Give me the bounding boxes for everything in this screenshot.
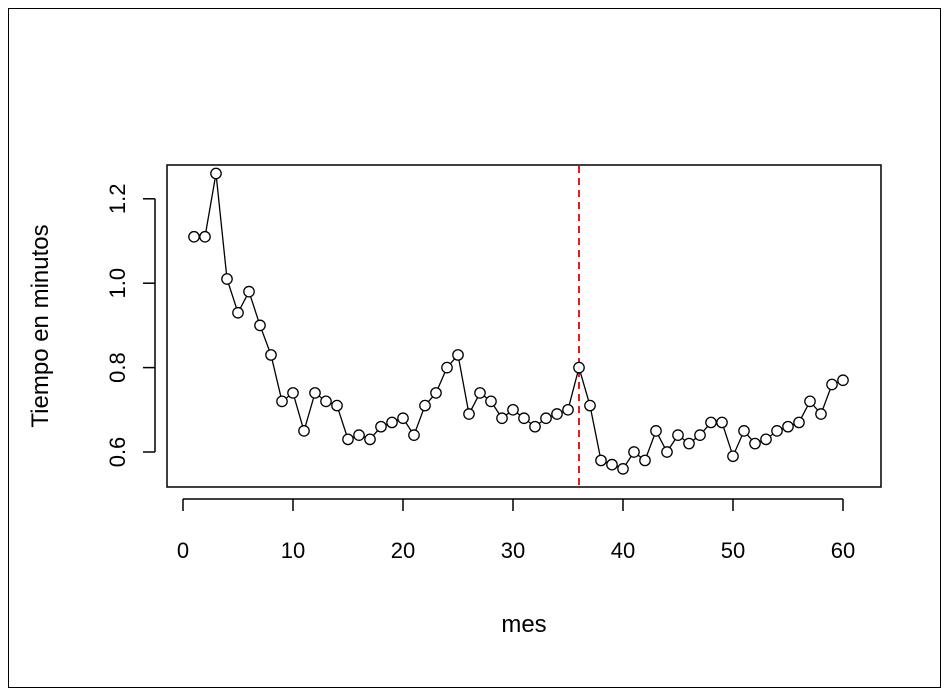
data-point [639, 454, 651, 467]
data-point [815, 408, 827, 420]
data-point [782, 420, 794, 433]
data-point [562, 403, 574, 416]
data-point [661, 446, 673, 458]
plot-area-border [166, 164, 882, 488]
y-tick-label: 0.8 [105, 352, 130, 383]
data-point [606, 458, 618, 471]
data-point [430, 387, 442, 399]
series-line [194, 173, 844, 470]
data-point [309, 387, 321, 399]
data-point [540, 412, 552, 425]
data-point [793, 416, 805, 429]
data-point [375, 420, 387, 433]
x-tick-label: 20 [391, 538, 415, 563]
data-point [584, 399, 596, 412]
data-point [441, 361, 453, 374]
series-layer [188, 167, 849, 475]
data-point [837, 374, 849, 387]
data-point [276, 395, 288, 408]
data-point [254, 319, 266, 332]
data-point [232, 306, 244, 319]
data-point [265, 349, 277, 361]
data-point [551, 408, 563, 420]
y-axis: 0.6 0.8 1.0 1.2 [105, 184, 156, 468]
data-point [243, 285, 255, 298]
data-point [408, 429, 420, 441]
y-axis-title: Tiempo en minutos [27, 224, 54, 427]
data-point [760, 433, 772, 446]
x-tick-label: 60 [831, 538, 855, 563]
data-point [386, 416, 398, 429]
data-point [738, 425, 750, 437]
data-point [749, 437, 761, 450]
y-tick-label: 1.0 [105, 268, 130, 299]
data-point [628, 446, 640, 458]
y-tick-label: 0.6 [105, 437, 130, 468]
data-point [331, 399, 343, 412]
data-point [672, 429, 684, 441]
data-point [529, 420, 541, 433]
x-tick-label: 30 [501, 538, 525, 563]
data-point [364, 433, 376, 446]
data-point [595, 454, 607, 467]
data-point [705, 416, 717, 429]
data-point [573, 361, 585, 374]
data-point [342, 433, 354, 446]
data-point [353, 429, 365, 441]
x-tick-label: 50 [721, 538, 745, 563]
x-tick-label: 0 [177, 538, 189, 563]
data-point [650, 425, 662, 437]
data-point [397, 412, 409, 425]
data-point [518, 412, 530, 425]
data-point [683, 437, 695, 450]
data-point [826, 378, 838, 391]
data-point [463, 408, 475, 420]
data-point [221, 273, 233, 285]
x-axis: 0 10 20 30 40 50 60 [177, 498, 855, 563]
data-point [419, 399, 431, 412]
x-axis-title: mes [501, 611, 546, 638]
data-point [188, 230, 200, 243]
plot-frame [8, 8, 941, 688]
data-point [507, 403, 519, 416]
data-point [496, 412, 508, 425]
data-point [716, 416, 728, 429]
data-point [727, 450, 739, 463]
data-point [694, 429, 706, 441]
data-point [804, 395, 816, 408]
data-point [210, 167, 222, 180]
data-point [617, 463, 629, 475]
data-point [771, 425, 783, 437]
data-point [298, 425, 310, 437]
x-tick-label: 10 [281, 538, 305, 563]
x-tick-label: 40 [611, 538, 635, 563]
y-tick-label: 1.2 [105, 184, 130, 215]
data-point [485, 395, 497, 408]
data-point [199, 230, 211, 243]
data-point [474, 387, 486, 399]
data-point [320, 395, 332, 408]
data-point [287, 387, 299, 399]
data-point [452, 349, 464, 361]
